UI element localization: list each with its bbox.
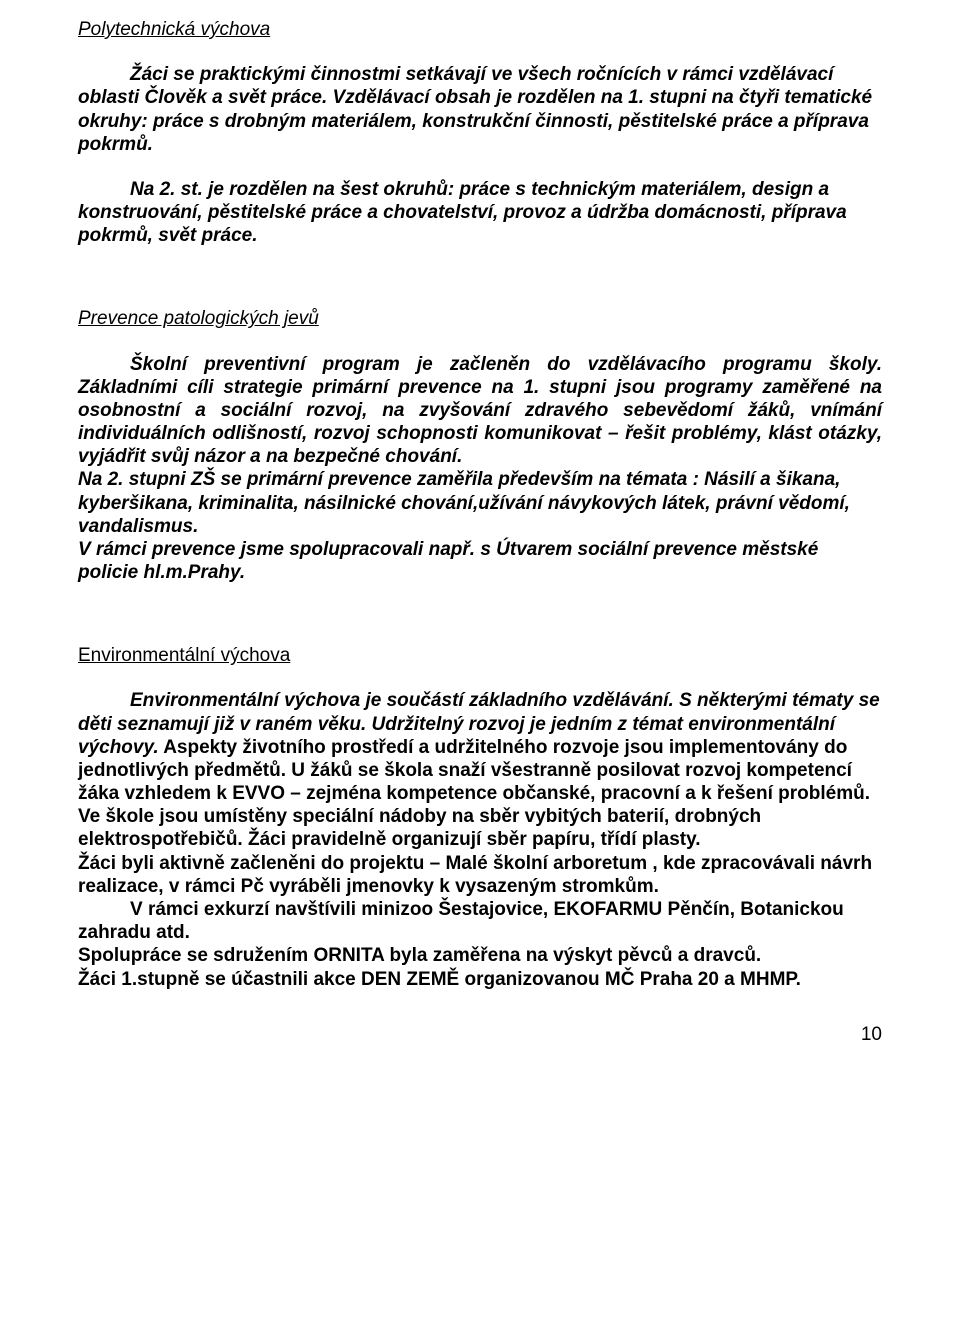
paragraph-text: Žáci 1.stupně se účastnili akce DEN ZEMĚ… <box>78 968 882 991</box>
section-heading-prevence: Prevence patologických jevů <box>78 307 882 330</box>
paragraph-text: V rámci prevence jsme spolupracovali nap… <box>78 538 882 584</box>
paragraph-text: Environmentální výchova je součástí zákl… <box>78 689 882 805</box>
paragraph-text: Na 2. stupni ZŠ se primární prevence zam… <box>78 468 882 538</box>
section-heading-environmentalni: Environmentální výchova <box>78 644 882 667</box>
paragraph-text: V rámci exkurzí navštívili minizoo Šesta… <box>78 898 882 944</box>
paragraph-text: Na 2. st. je rozdělen na šest okruhů: pr… <box>78 178 882 248</box>
paragraph-text: Spolupráce se sdružením ORNITA byla zamě… <box>78 944 882 967</box>
paragraph-text: Školní preventivní program je začleněn d… <box>78 353 882 469</box>
paragraph-text: Žáci se praktickými činnostmi setkávají … <box>78 63 882 156</box>
page-number: 10 <box>78 1023 882 1046</box>
paragraph-span: Aspekty životního prostředí a udržitelné… <box>78 737 870 804</box>
paragraph-text: Žáci byli aktivně začleněni do projektu … <box>78 852 882 898</box>
section-heading-polytechnicka: Polytechnická výchova <box>78 18 882 41</box>
paragraph-text: Ve škole jsou umístěny speciální nádoby … <box>78 805 882 851</box>
